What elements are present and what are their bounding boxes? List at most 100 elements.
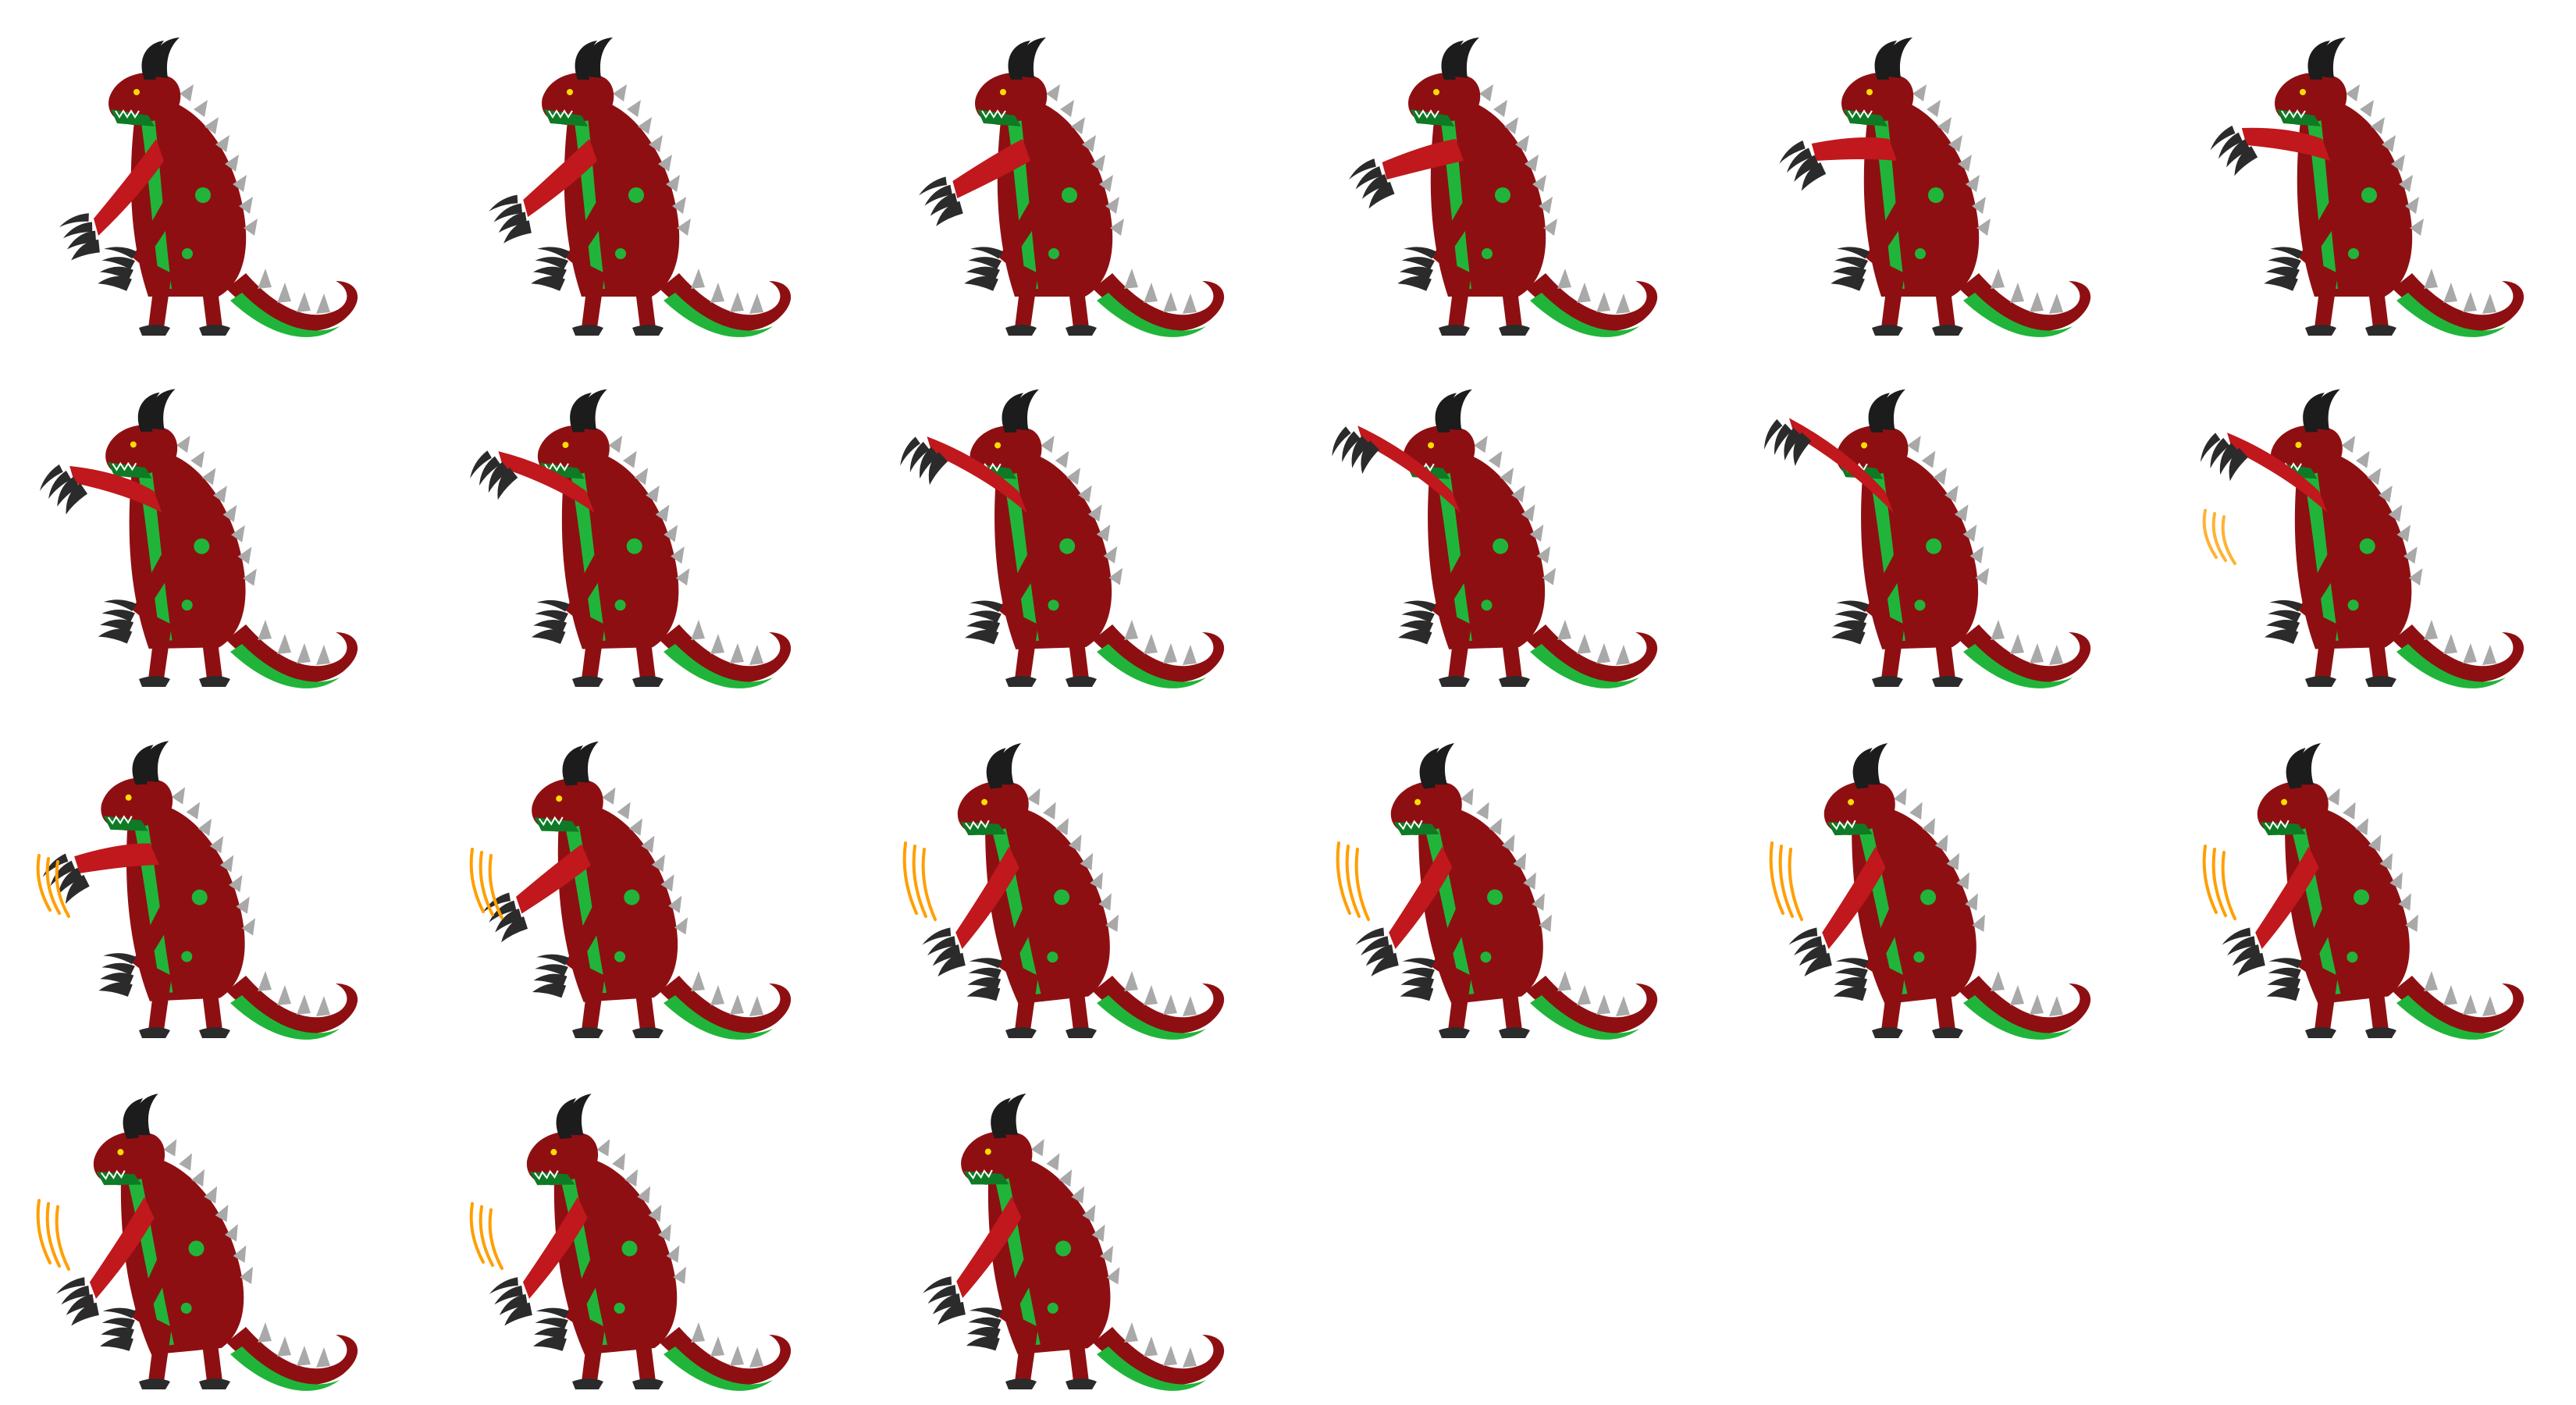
front-claws	[2200, 432, 2248, 482]
head	[1408, 37, 1481, 126]
rear-arm	[1397, 187, 1485, 291]
head	[1390, 742, 1462, 836]
eye	[2281, 799, 2288, 806]
legs	[1439, 968, 1530, 1038]
legs	[1439, 617, 1530, 687]
front-arm	[59, 139, 164, 261]
green-spot-small	[180, 1303, 192, 1314]
horn-front	[2307, 41, 2330, 80]
foot-right	[1066, 325, 1097, 336]
horn-front	[1008, 41, 1030, 80]
horn-back	[567, 1094, 592, 1136]
horn-back	[1885, 37, 1912, 78]
sprite-frame-1	[59, 37, 358, 337]
teeth	[115, 109, 140, 119]
head	[101, 741, 173, 831]
upper-body	[1788, 742, 1985, 1005]
foot-left	[1439, 1027, 1470, 1038]
front-claws	[923, 1276, 966, 1325]
rear-claws	[1398, 600, 1436, 645]
belly-stripe	[1873, 117, 1905, 289]
upper-body	[1764, 389, 1990, 649]
legs	[1005, 265, 1097, 336]
sprite-frame-9	[900, 389, 1225, 688]
legs	[139, 1319, 230, 1389]
horn-back	[581, 389, 607, 430]
teeth	[1831, 820, 1856, 831]
head	[526, 1094, 599, 1186]
back-spikes	[176, 436, 257, 586]
front-arm	[2200, 432, 2328, 514]
back-spikes	[1893, 788, 1985, 932]
green-spot	[2359, 538, 2375, 554]
foot-left	[139, 1378, 170, 1389]
front-arm	[1355, 846, 1453, 976]
front-arm	[1764, 418, 1894, 514]
rear-arm	[1398, 539, 1484, 645]
front-arm	[918, 139, 1030, 226]
belly-stripe	[1436, 469, 1472, 642]
sprite-frame-19	[36, 1094, 358, 1391]
foot-right	[632, 325, 664, 336]
front-claws	[489, 1277, 532, 1326]
legs	[572, 265, 664, 336]
green-spot	[621, 1240, 638, 1257]
sprite-frame-17	[1769, 742, 2091, 1040]
foot-left	[139, 676, 170, 687]
back-spikes	[2326, 788, 2418, 932]
tail-spikes	[258, 620, 330, 665]
foot-right	[2365, 676, 2396, 687]
tail-spikes	[1991, 269, 2063, 314]
green-spot-small	[614, 1303, 625, 1314]
eye	[550, 1149, 557, 1156]
foot-left	[572, 1378, 603, 1389]
upper-body	[59, 37, 258, 297]
front-claws	[1349, 158, 1395, 209]
sprite-frame-4	[1349, 37, 1658, 337]
tail-belly	[1530, 644, 1639, 688]
foot-left	[1439, 325, 1470, 336]
green-spot-small	[182, 248, 193, 259]
sprite-frame-18	[2202, 742, 2524, 1040]
foot-left	[1005, 1378, 1037, 1389]
horn-back	[1879, 389, 1905, 431]
horn-front	[1002, 393, 1023, 433]
upper-body	[900, 389, 1123, 649]
eye	[133, 89, 140, 95]
rear-arm	[532, 1243, 614, 1351]
sprite-frame-12	[2200, 389, 2524, 688]
rear-claws	[531, 247, 571, 291]
horn-back	[2318, 37, 2346, 78]
horn-front	[575, 41, 597, 80]
foot-left	[2305, 676, 2336, 687]
horn-back	[573, 741, 599, 783]
teeth	[1848, 109, 1873, 119]
head	[537, 389, 610, 479]
rear-arm	[2266, 892, 2345, 1001]
horn-front	[2303, 393, 2325, 432]
rear-claws	[1831, 600, 1870, 645]
tail-spikes	[2424, 971, 2496, 1016]
tail-spikes	[691, 1322, 763, 1368]
green-spot-small	[1047, 951, 1059, 963]
foot-left	[139, 1027, 170, 1038]
eye	[1861, 442, 1868, 449]
front-arm	[1779, 137, 1897, 191]
legs	[2305, 265, 2396, 336]
horn-front	[1874, 41, 1897, 80]
sprite-frame-3	[918, 37, 1225, 337]
slash-effect	[469, 1202, 503, 1270]
head	[957, 742, 1029, 836]
tail-belly	[230, 644, 340, 688]
rear-claws	[1400, 958, 1436, 1001]
foot-right	[199, 1378, 230, 1389]
horn-back	[1863, 742, 1888, 785]
front-claws	[1779, 140, 1827, 191]
back-spikes	[1907, 436, 1990, 585]
eye	[981, 799, 988, 806]
rear-claws	[531, 599, 570, 644]
horn-back	[1012, 389, 1039, 431]
legs	[2305, 968, 2396, 1038]
slash-effect	[2202, 509, 2236, 565]
rear-arm	[531, 539, 617, 644]
